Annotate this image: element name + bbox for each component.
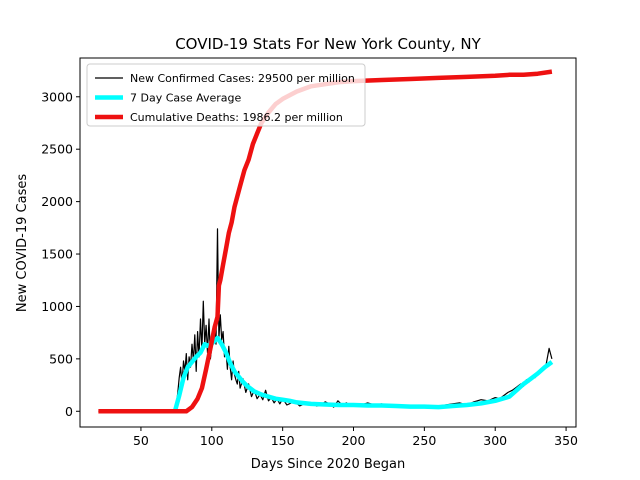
y-tick-label: 2000	[41, 194, 73, 209]
case-average-line	[172, 335, 554, 412]
x-tick-label: 200	[342, 433, 366, 448]
y-tick-label: 1000	[41, 299, 73, 314]
legend-entry: Cumulative Deaths: 1986.2 per million	[130, 111, 343, 124]
y-axis-label: New COVID-19 Cases	[15, 174, 30, 312]
y-tick-label: 2500	[41, 142, 73, 157]
y-tick-label: 500	[49, 351, 73, 366]
x-tick-label: 150	[271, 433, 295, 448]
legend: New Confirmed Cases: 29500 per million 7 …	[86, 63, 366, 127]
x-tick-label: 250	[412, 433, 436, 448]
plot-frame	[79, 57, 577, 428]
y-axis-ticks: 0 500 1000 1500 2000 2500 3000	[41, 89, 80, 419]
y-tick-label: 1500	[41, 247, 73, 262]
x-axis-ticks: 50 100 150 200 250 300 350	[133, 427, 578, 448]
cumulative-deaths-line	[98, 69, 553, 414]
x-tick-label: 300	[483, 433, 507, 448]
legend-entry: 7 Day Case Average	[130, 92, 242, 105]
legend-entry: New Confirmed Cases: 29500 per million	[130, 72, 355, 85]
y-tick-label: 3000	[41, 89, 73, 104]
chart-title: COVID-19 Stats For New York County, NY	[175, 35, 481, 53]
x-tick-label: 350	[554, 433, 578, 448]
x-tick-label: 50	[133, 433, 149, 448]
x-axis-label: Days Since 2020 Began	[251, 457, 406, 472]
series-layer	[98, 69, 554, 414]
x-tick-label: 100	[200, 433, 224, 448]
legend-box	[86, 63, 366, 127]
y-tick-label: 0	[65, 404, 73, 419]
